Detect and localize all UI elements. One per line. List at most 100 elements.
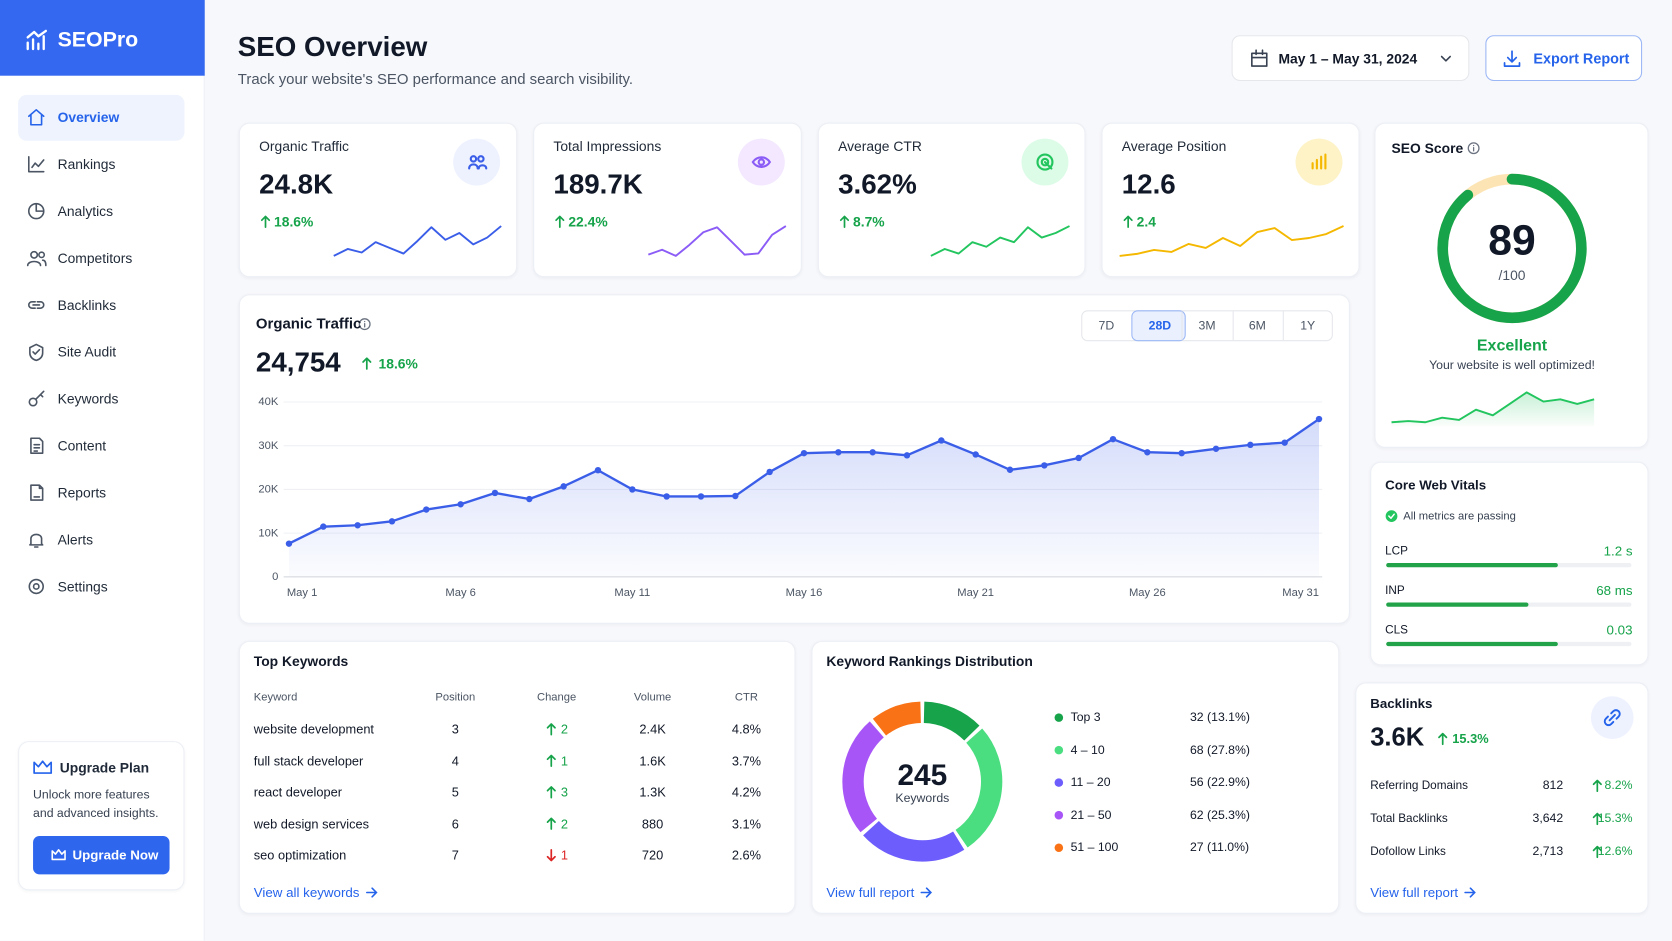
score-title: SEO Score — [1391, 140, 1464, 157]
backlink-value: 812 — [1542, 779, 1564, 793]
metric-name: INP — [1385, 584, 1405, 598]
nav-item[interactable]: Reports — [57, 484, 107, 501]
range-button[interactable]: 1Y — [1300, 319, 1316, 333]
x-tick-label: May 6 — [445, 586, 476, 600]
change: 2 — [560, 721, 569, 737]
keyword: full stack developer — [253, 753, 364, 769]
backlinks-change: 15.3% — [1452, 731, 1489, 747]
nav-item[interactable]: Alerts — [57, 531, 94, 548]
score-rating: Excellent — [1476, 336, 1548, 355]
x-tick-label: May 26 — [1128, 586, 1166, 600]
score-value: 89 — [1488, 216, 1536, 264]
view-link[interactable]: View full report — [826, 885, 933, 900]
page-subtitle: Track your website's SEO performance and… — [237, 70, 634, 88]
link-arrow — [920, 887, 933, 898]
kpi-value: 12.6 — [1121, 167, 1176, 200]
nav-item[interactable]: Content — [57, 437, 107, 454]
donut-total-label: Keywords — [895, 792, 950, 806]
range-button[interactable]: 28D — [1148, 319, 1172, 333]
page-title: SEO Overview — [237, 30, 428, 63]
upgrade-title: Upgrade Plan — [59, 759, 150, 776]
nav-item[interactable]: Rankings — [57, 156, 116, 173]
range-button[interactable]: 6M — [1248, 319, 1266, 333]
range-selector — [1081, 310, 1333, 342]
legend-label: 51 – 100 — [1070, 841, 1119, 855]
view-link[interactable]: View full report — [1370, 885, 1477, 900]
legend-value: 68 (27.8%) — [1189, 743, 1250, 757]
range-button[interactable]: 3M — [1198, 319, 1216, 333]
volume: 1.6K — [639, 753, 666, 769]
card-title: Backlinks — [1370, 696, 1433, 712]
kpi-label: Average CTR — [838, 138, 922, 155]
position: 6 — [451, 816, 459, 832]
export-button[interactable] — [1485, 35, 1643, 82]
arrow-path — [366, 887, 378, 898]
nav-item[interactable]: Analytics — [57, 203, 114, 220]
keyword: website development — [253, 721, 374, 737]
kpi-change: 8.7% — [853, 213, 885, 230]
backlink-value: 3,642 — [1532, 812, 1564, 826]
x-tick-label: May 11 — [614, 586, 651, 600]
y-tick-label: 30K — [258, 439, 279, 453]
ctr: 2.6% — [731, 847, 761, 863]
nav-item[interactable]: Site Audit — [57, 343, 117, 360]
kpi-label: Organic Traffic — [259, 138, 349, 155]
link-arrow — [1464, 887, 1477, 898]
keyword: web design services — [253, 816, 370, 832]
metric-name: LCP — [1385, 544, 1408, 558]
range-divider — [1282, 311, 1284, 341]
ctr: 4.2% — [731, 784, 761, 800]
metric-name: CLS — [1385, 623, 1408, 637]
chart-change: 18.6% — [378, 355, 418, 372]
range-active — [1131, 310, 1186, 342]
backlink-change: 15.3% — [1597, 812, 1633, 826]
backlinks-card — [1355, 682, 1649, 914]
date-picker[interactable] — [1231, 35, 1470, 82]
legend-value: 32 (13.1%) — [1189, 711, 1250, 725]
position: 5 — [451, 784, 459, 800]
change: 2 — [560, 816, 569, 832]
distribution-card — [811, 640, 1340, 914]
y-tick-label: 40K — [258, 395, 279, 409]
column-header: CTR — [734, 690, 758, 704]
nav-active — [18, 94, 185, 141]
kpi-change: 22.4% — [568, 213, 608, 230]
status-text: All metrics are passing — [1403, 509, 1516, 523]
legend-value: 62 (25.3%) — [1189, 808, 1250, 822]
date-range: May 1 – May 31, 2024 — [1278, 50, 1418, 67]
arrow-path — [1464, 887, 1477, 898]
position: 7 — [451, 847, 459, 863]
ctr: 3.1% — [731, 816, 761, 832]
legend-value: 56 (22.9%) — [1189, 776, 1250, 790]
upgrade-text: Unlock more features and advanced insigh… — [33, 789, 159, 820]
keyword: react developer — [253, 784, 342, 800]
seo-score-card — [1374, 122, 1649, 448]
legend-label: Top 3 — [1070, 711, 1101, 725]
nav-item[interactable]: Keywords — [57, 390, 119, 407]
nav-item[interactable]: Competitors — [57, 250, 133, 267]
ctr: 3.7% — [731, 753, 761, 769]
position: 4 — [451, 753, 459, 769]
change: 1 — [560, 847, 569, 863]
volume: 1.3K — [639, 784, 666, 800]
nav-item[interactable]: Backlinks — [57, 296, 117, 313]
keywords-card — [238, 640, 796, 914]
volume: 2.4K — [639, 721, 666, 737]
backlink-value: 2,713 — [1532, 845, 1564, 859]
nav-item[interactable]: Settings — [57, 578, 108, 595]
range-button[interactable]: 7D — [1098, 319, 1115, 333]
change: 3 — [560, 784, 569, 800]
kpi-label: Total Impressions — [553, 138, 662, 155]
view-link[interactable]: View all keywords — [254, 885, 379, 900]
volume: 720 — [641, 847, 664, 863]
kpi-change: 18.6% — [274, 213, 314, 230]
card-title: Top Keywords — [253, 653, 349, 670]
upgrade-button-label[interactable]: Upgrade Now — [72, 847, 159, 863]
keyword: seo optimization — [253, 847, 347, 863]
nav-item[interactable]: Overview — [57, 109, 120, 126]
position: 3 — [451, 721, 459, 737]
backlink-change: 8.2% — [1604, 779, 1633, 793]
arrow-path — [920, 887, 933, 898]
legend-label: 11 – 20 — [1070, 776, 1111, 790]
range-divider — [1181, 311, 1183, 341]
